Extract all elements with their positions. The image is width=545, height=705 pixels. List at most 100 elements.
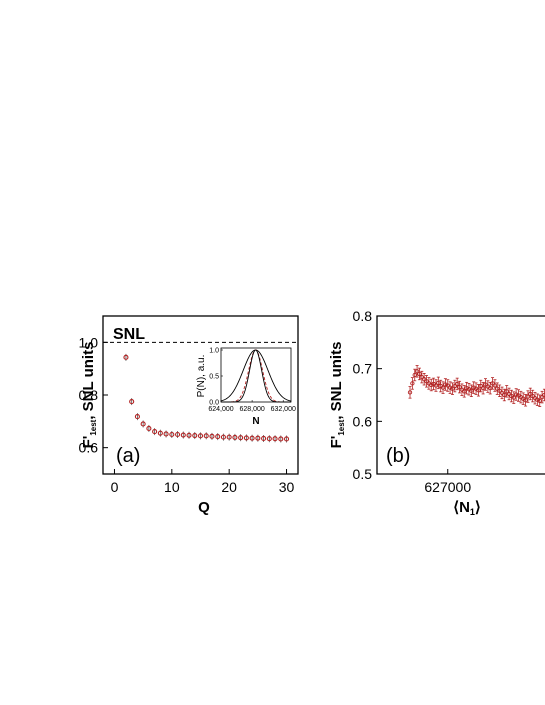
y-tick-label: 0.7 xyxy=(353,361,373,377)
data-point xyxy=(440,385,446,390)
data-point xyxy=(450,386,455,391)
data-point xyxy=(535,397,540,402)
data-point xyxy=(272,436,278,442)
x-tick-label: 30 xyxy=(279,479,295,495)
data-point xyxy=(163,431,169,437)
data-point xyxy=(476,388,481,393)
inset-y-ticks: 0.0 0.5 1.0 xyxy=(209,348,223,407)
data-point xyxy=(197,433,204,439)
data-point xyxy=(502,392,507,398)
panel-b-frame xyxy=(376,315,545,475)
inset-y-tick-label: 0.0 xyxy=(209,400,219,407)
panel-a-y-label: F'1est, SNL units xyxy=(80,342,98,449)
data-point xyxy=(528,391,533,397)
inset-x-label: N xyxy=(252,416,259,427)
data-point xyxy=(123,354,129,360)
panel-b-y-label: F'1est, SNL units xyxy=(328,342,346,449)
data-point xyxy=(537,398,542,403)
x-tick-label: 627000 xyxy=(424,479,471,495)
panel-a: SNL 0 10 20 30 0.6 0.8 1.0 (a) Q F'1est, SNL … xyxy=(79,315,299,516)
data-point xyxy=(261,435,267,442)
data-point xyxy=(443,382,448,387)
data-point xyxy=(513,392,519,397)
data-point xyxy=(255,435,261,441)
y-tick-label: 1.0 xyxy=(79,334,99,350)
data-point xyxy=(422,377,427,382)
data-point xyxy=(488,386,493,391)
y-tick-label: 0.5 xyxy=(353,466,373,482)
panel-b: 627000630000 0.5 0.6 0.7 0.8 (b) ⟨N1⟩ F'1es… xyxy=(328,308,545,517)
data-point xyxy=(490,381,495,386)
data-point xyxy=(445,383,450,388)
data-point xyxy=(457,384,462,390)
data-point xyxy=(523,398,528,403)
panel-b-x-label-sub: 1 xyxy=(470,507,475,517)
data-point xyxy=(180,432,186,438)
data-point xyxy=(525,394,531,399)
panel-a-points xyxy=(123,353,290,443)
data-point xyxy=(447,385,453,390)
data-point xyxy=(469,388,474,393)
data-point xyxy=(157,430,163,436)
data-point xyxy=(266,436,272,442)
y-tick-label: 0.8 xyxy=(79,387,99,403)
data-point xyxy=(186,432,192,438)
data-point xyxy=(146,425,152,431)
data-point xyxy=(169,431,175,438)
inset-curves xyxy=(220,349,292,403)
panel-a-x-ticks: 0 10 20 30 xyxy=(111,469,295,495)
data-point xyxy=(419,374,424,380)
inset-y-label: P(N), a.u. xyxy=(196,355,207,398)
y-tick-label: 0.8 xyxy=(353,308,373,324)
data-point xyxy=(455,381,460,387)
panel-a-label: (a) xyxy=(116,445,140,467)
panel-b-y-label-rest: , SNL units xyxy=(328,342,345,420)
panel-b-points xyxy=(407,365,545,407)
data-point xyxy=(452,383,457,389)
panel-b-y-ticks: 0.5 0.6 0.7 0.8 xyxy=(353,308,382,482)
data-point xyxy=(462,389,467,394)
data-point xyxy=(140,421,146,427)
data-point xyxy=(436,380,441,386)
data-point xyxy=(134,414,140,420)
data-point xyxy=(203,433,209,439)
data-point xyxy=(129,399,135,405)
x-tick-label: 20 xyxy=(221,479,237,495)
panel-b-x-ticks: 627000630000 xyxy=(424,469,471,495)
data-point xyxy=(209,433,215,439)
data-point xyxy=(483,382,488,387)
panel-b-y-label-sub: 1est xyxy=(337,419,346,435)
data-point xyxy=(429,382,434,388)
data-point xyxy=(226,434,232,440)
panel-b-label: (b) xyxy=(386,445,410,467)
panel-b-x-label-main: ⟨N xyxy=(453,499,470,516)
data-point xyxy=(499,390,505,396)
distribution-curve xyxy=(221,349,291,403)
data-point xyxy=(492,383,498,388)
inset-y-tick-label: 0.5 xyxy=(209,374,219,381)
panel-a-x-label: Q xyxy=(198,499,210,516)
data-point xyxy=(232,434,238,440)
data-point xyxy=(278,436,284,442)
data-point xyxy=(249,435,255,441)
data-point xyxy=(414,369,420,374)
data-point xyxy=(152,429,158,435)
x-tick-label: 0 xyxy=(111,479,119,495)
data-point xyxy=(175,431,181,438)
data-point xyxy=(215,434,221,440)
data-point xyxy=(497,388,502,393)
data-point xyxy=(424,379,429,384)
inset-x-tick-label: 628,000 xyxy=(239,406,264,413)
data-point xyxy=(410,381,415,386)
inset-x-tick-label: 632,000 xyxy=(271,406,296,413)
panel-a-y-label-sub: 1est xyxy=(89,419,98,435)
panel-b-x-label-rest: ⟩ xyxy=(475,499,481,516)
panel-b-y-label-main: F' xyxy=(328,436,345,449)
data-point xyxy=(511,395,516,400)
data-point xyxy=(539,394,545,400)
data-point xyxy=(220,434,226,440)
data-point xyxy=(192,433,198,439)
panel-a-y-ticks: 0.6 0.8 1.0 xyxy=(79,334,108,456)
data-point xyxy=(530,393,535,399)
panel-a-y-label-main: F' xyxy=(80,436,97,449)
